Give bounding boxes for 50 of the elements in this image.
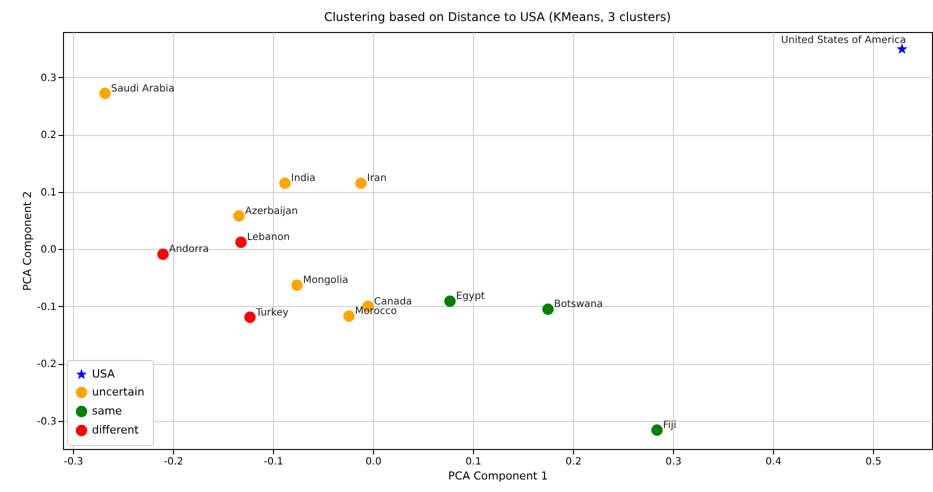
point bbox=[444, 296, 456, 307]
annotation: Fiji bbox=[663, 420, 676, 432]
point bbox=[99, 88, 111, 99]
y-tick-label: 0.2 bbox=[40, 130, 56, 142]
chart-title: Clustering based on Distance to USA (KMeans, 3 clusters) bbox=[324, 10, 671, 24]
y-tick-label: 0.1 bbox=[40, 187, 56, 198]
annotation: Andorra bbox=[169, 244, 209, 256]
annotation: India bbox=[291, 173, 316, 184]
y-tick-label: -0.2 bbox=[36, 359, 56, 370]
x-tick-label: -0.2 bbox=[164, 456, 184, 468]
x-axis-title: PCA Component 1 bbox=[448, 470, 548, 482]
point bbox=[896, 43, 908, 54]
legend-label: uncertain bbox=[92, 386, 144, 398]
x-tick-label: 0.4 bbox=[766, 456, 782, 468]
annotation: Turkey bbox=[255, 307, 289, 318]
annotation: Egypt bbox=[456, 291, 485, 302]
point bbox=[235, 236, 247, 248]
y-tick-label: 0.3 bbox=[40, 72, 56, 84]
annotation: Canada bbox=[374, 296, 412, 308]
annotation: Saudi Arabia bbox=[111, 83, 174, 94]
y-axis-title: PCA Component 2 bbox=[20, 191, 34, 291]
point bbox=[651, 424, 663, 436]
annotation: Botswana bbox=[554, 299, 603, 310]
annotation: Azerbaijan bbox=[245, 206, 298, 217]
annotation: Mongolia bbox=[303, 275, 348, 286]
point bbox=[157, 248, 169, 260]
y-tick-label: -0.3 bbox=[36, 416, 56, 428]
point bbox=[244, 312, 256, 323]
point bbox=[542, 304, 554, 315]
y-tick-label: -0.1 bbox=[36, 302, 56, 313]
legend-label: same bbox=[92, 404, 122, 418]
x-tick-label: -0.1 bbox=[264, 456, 284, 468]
x-tick-label: 0.1 bbox=[466, 456, 482, 468]
x-tick-label: -0.3 bbox=[64, 456, 84, 468]
annotation: Iran bbox=[367, 173, 387, 184]
x-tick-label: 0.3 bbox=[666, 456, 682, 468]
annotation: Morocco bbox=[355, 306, 397, 318]
annotation: United States of America bbox=[781, 35, 906, 46]
point bbox=[279, 178, 291, 189]
x-tick-label: 0.5 bbox=[866, 456, 882, 468]
point bbox=[233, 210, 245, 222]
x-tick-label: 0.2 bbox=[566, 456, 582, 468]
x-tick-label: 0.0 bbox=[366, 456, 382, 468]
point bbox=[291, 279, 303, 291]
point bbox=[343, 310, 355, 322]
legend-label: different bbox=[92, 424, 140, 436]
point bbox=[355, 178, 367, 189]
legend-label: USA bbox=[92, 368, 116, 380]
y-tick-label: 0.0 bbox=[40, 244, 56, 256]
annotation: Lebanon bbox=[247, 232, 290, 244]
